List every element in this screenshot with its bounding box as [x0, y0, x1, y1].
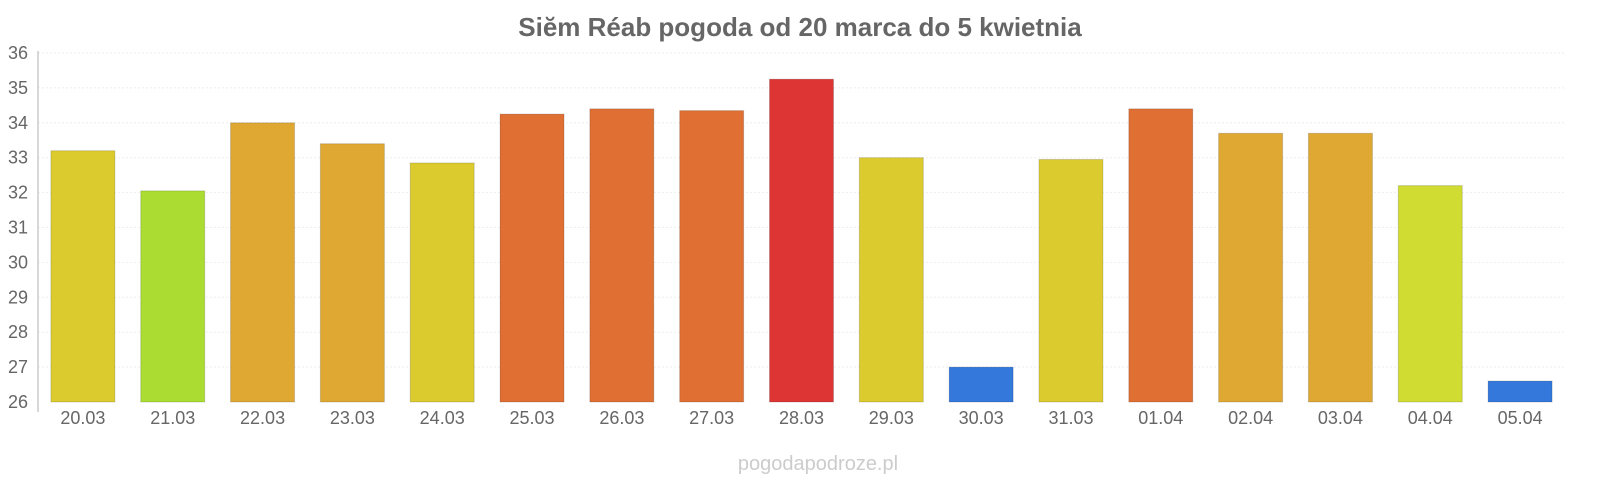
- x-tick-label: 31.03: [1048, 408, 1093, 428]
- bar-05.04: [1487, 380, 1553, 403]
- y-tick-label: 33: [8, 148, 28, 168]
- x-tick-label: 29.03: [869, 408, 914, 428]
- x-tick-label: 21.03: [150, 408, 195, 428]
- x-tick-label: 20.03: [60, 408, 105, 428]
- y-tick-label: 29: [8, 287, 28, 307]
- bar-27.03: [679, 110, 745, 403]
- bar-26.03: [589, 108, 655, 403]
- x-tick-label: 28.03: [779, 408, 824, 428]
- bar-29.03: [858, 157, 924, 403]
- x-tick-label: 27.03: [689, 408, 734, 428]
- x-tick-label: 03.04: [1318, 408, 1363, 428]
- y-tick-label: 27: [8, 357, 28, 377]
- y-tick-label: 26: [8, 392, 28, 412]
- x-tick-label: 01.04: [1138, 408, 1183, 428]
- bar-31.03: [1038, 158, 1104, 403]
- bar-24.03: [409, 162, 475, 403]
- bar-03.04: [1307, 132, 1373, 403]
- bar-21.03: [140, 190, 206, 403]
- x-tick-label: 24.03: [420, 408, 465, 428]
- bar-20.03: [50, 150, 116, 403]
- x-tick-label: 30.03: [959, 408, 1004, 428]
- bar-02.04: [1218, 132, 1284, 403]
- bar-22.03: [230, 122, 296, 403]
- x-tick-label: 05.04: [1498, 408, 1543, 428]
- y-tick-label: 36: [8, 43, 28, 63]
- x-tick-label: 04.04: [1408, 408, 1453, 428]
- x-axis-ticks: 20.03 21.03 22.03 23.03 24.03 25.03 26.03 27.03…: [60, 408, 1542, 428]
- x-tick-label: 26.03: [599, 408, 644, 428]
- y-axis-ticks: 26 27 28 29 30 31 32 33 34 35 36: [8, 43, 28, 412]
- bar-01.04: [1128, 108, 1194, 403]
- y-tick-label: 30: [8, 252, 28, 272]
- x-tick-label: 22.03: [240, 408, 285, 428]
- x-tick-label: 25.03: [510, 408, 555, 428]
- bars: [50, 78, 1553, 403]
- y-tick-label: 28: [8, 322, 28, 342]
- x-tick-label: 02.04: [1228, 408, 1273, 428]
- bar-28.03: [769, 78, 834, 403]
- bar-23.03: [319, 143, 385, 403]
- x-tick-label: 23.03: [330, 408, 375, 428]
- chart-title: Siĕm Réab pogoda od 20 marca do 5 kwietn…: [518, 12, 1082, 42]
- y-tick-label: 31: [8, 218, 28, 238]
- bar-25.03: [499, 113, 565, 403]
- bar-04.04: [1397, 185, 1463, 403]
- y-tick-label: 35: [8, 78, 28, 98]
- y-tick-label: 34: [8, 113, 28, 133]
- watermark: pogodapodroze.pl: [738, 453, 898, 475]
- y-tick-label: 32: [8, 183, 28, 203]
- bar-30.03: [948, 366, 1014, 403]
